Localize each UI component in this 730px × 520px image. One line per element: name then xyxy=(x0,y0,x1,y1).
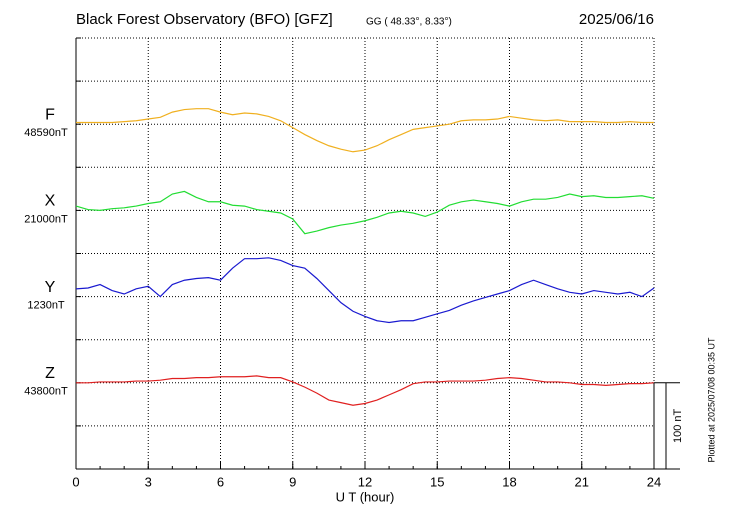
x-tick-label: 15 xyxy=(430,474,444,489)
series-line xyxy=(76,375,655,406)
chart-title: Black Forest Observatory (BFO) [GFZ] xyxy=(76,11,333,28)
series-baseline-label: 43800nT xyxy=(24,386,68,398)
chart-subtitle: GG ( 48.33°, 8.33°) xyxy=(366,17,452,28)
x-tick-label: 12 xyxy=(358,474,372,489)
x-tick-label: 21 xyxy=(575,474,589,489)
scale-label: 100 nT xyxy=(672,408,684,443)
x-tick-label: 3 xyxy=(145,474,152,489)
x-tick-label: 6 xyxy=(217,474,224,489)
x-axis-label: U T (hour) xyxy=(336,489,395,504)
series-baseline-label: 48590nT xyxy=(24,127,68,139)
x-tick-label: 9 xyxy=(289,474,296,489)
series-name: Y xyxy=(45,279,56,296)
series-name: X xyxy=(45,193,56,210)
series-name: Z xyxy=(45,365,55,382)
series-line xyxy=(76,108,654,153)
series-baseline-label: 1230nT xyxy=(27,300,65,312)
x-tick-label: 0 xyxy=(72,474,79,489)
series-line xyxy=(75,190,655,235)
series-line xyxy=(75,257,655,324)
x-tick-label: 24 xyxy=(647,474,661,489)
series-name: F xyxy=(45,106,55,123)
series-baseline-label: 21000nT xyxy=(24,213,68,225)
footnote: Plotted at 2025/07/08 00:35 UT xyxy=(706,337,716,463)
x-tick-label: 18 xyxy=(502,474,516,489)
chart-date: 2025/06/16 xyxy=(579,11,654,28)
